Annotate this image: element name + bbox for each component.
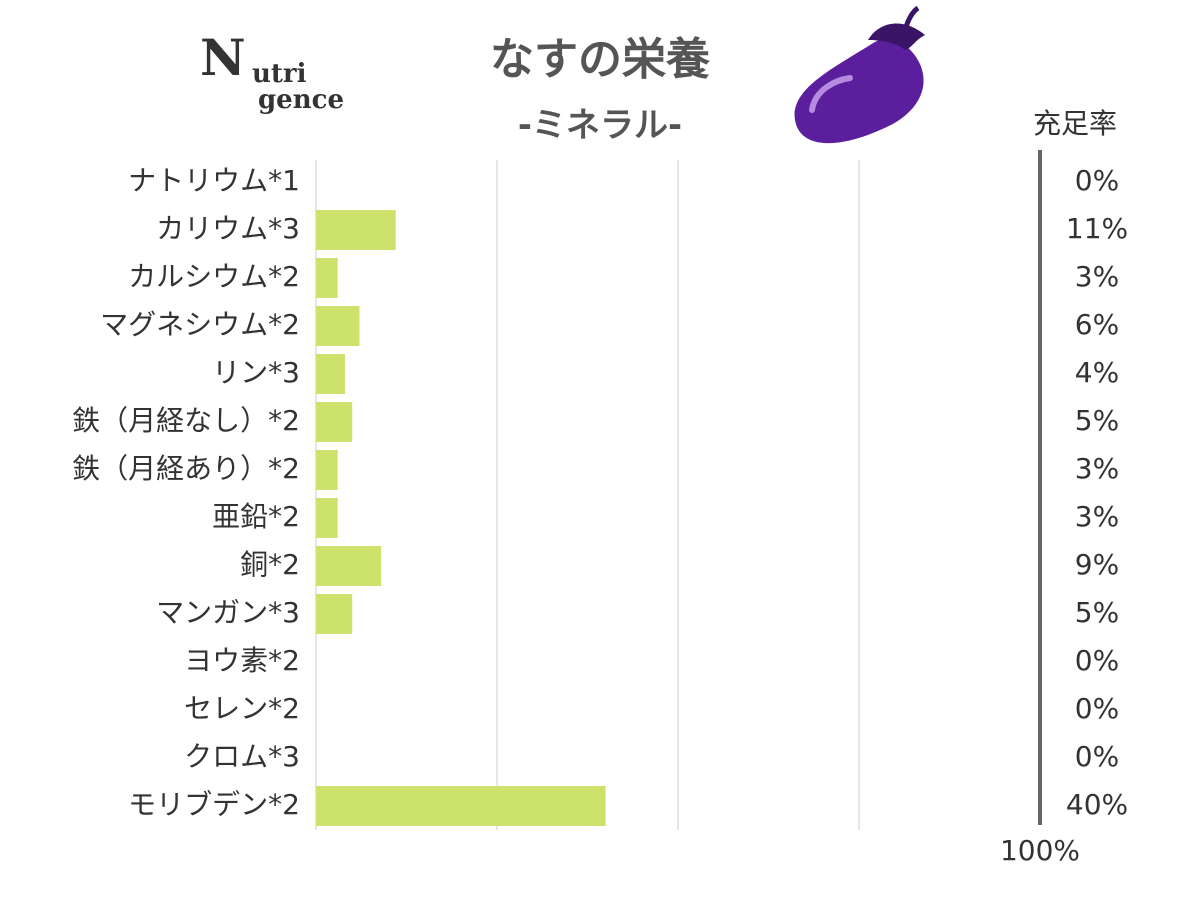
y-tick-label: カルシウム*2 bbox=[128, 260, 300, 293]
value-label: 9% bbox=[1075, 548, 1119, 581]
value-label: 3% bbox=[1075, 452, 1119, 485]
logo-text: gence bbox=[258, 85, 344, 115]
y-tick-label: セレン*2 bbox=[184, 692, 300, 725]
logo-text: utri bbox=[252, 59, 307, 89]
bar bbox=[316, 402, 353, 442]
value-label: 3% bbox=[1075, 500, 1119, 533]
value-label: 5% bbox=[1075, 596, 1119, 629]
y-tick-label: リン*3 bbox=[212, 356, 300, 389]
value-label: 4% bbox=[1075, 356, 1119, 389]
y-tick-label: モリブデン*2 bbox=[128, 788, 300, 821]
value-label: 0% bbox=[1075, 692, 1119, 725]
y-tick-label: 鉄（月経なし）*2 bbox=[72, 404, 300, 437]
value-label: 11% bbox=[1066, 212, 1128, 245]
value-label: 0% bbox=[1075, 644, 1119, 677]
bar bbox=[316, 354, 345, 394]
value-label: 40% bbox=[1066, 788, 1128, 821]
eggplant-icon bbox=[794, 5, 925, 144]
value-label: 6% bbox=[1075, 308, 1119, 341]
y-tick-label: クロム*3 bbox=[184, 740, 300, 773]
y-tick-label: 鉄（月経あり）*2 bbox=[72, 452, 300, 485]
bar bbox=[316, 450, 338, 490]
y-tick-label: ナトリウム*1 bbox=[128, 164, 300, 197]
value-label: 5% bbox=[1075, 404, 1119, 437]
y-tick-label: ヨウ素*2 bbox=[184, 644, 300, 677]
value-label: 0% bbox=[1075, 164, 1119, 197]
logo-text: N bbox=[200, 28, 246, 87]
y-tick-label: カリウム*3 bbox=[156, 212, 300, 245]
y-tick-label: 銅*2 bbox=[240, 548, 300, 581]
value-label: 0% bbox=[1075, 740, 1119, 773]
bar bbox=[316, 306, 360, 346]
bar bbox=[316, 210, 396, 250]
y-tick-label: マンガン*3 bbox=[156, 596, 300, 629]
bar bbox=[316, 786, 606, 826]
logo: N utri gence bbox=[200, 28, 344, 115]
value-header: 充足率 bbox=[1033, 107, 1117, 140]
y-tick-label: マグネシウム*2 bbox=[100, 308, 300, 341]
y-tick-label: 亜鉛*2 bbox=[212, 500, 300, 533]
bar bbox=[316, 546, 382, 586]
bar bbox=[316, 258, 338, 298]
chart-subtitle: -ミネラル- bbox=[518, 106, 682, 146]
x-tick-label: 100% bbox=[1000, 834, 1080, 867]
bar bbox=[316, 594, 353, 634]
value-label: 3% bbox=[1075, 260, 1119, 293]
chart-title: なすの栄養 bbox=[490, 34, 711, 85]
bar bbox=[316, 498, 338, 538]
